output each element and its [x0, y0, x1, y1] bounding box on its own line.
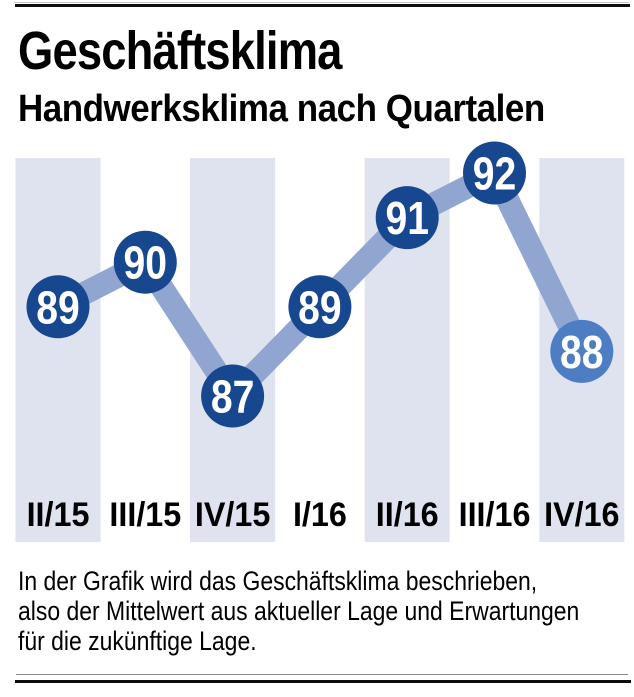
data-point-value: 90 — [124, 238, 167, 290]
x-axis-label: IV/15 — [195, 496, 270, 534]
data-point — [550, 319, 614, 383]
column-band — [15, 158, 101, 542]
top-rule — [15, 4, 630, 7]
data-point — [288, 275, 352, 339]
x-axis-label: IV/16 — [544, 496, 619, 534]
top-hairline-rule — [14, 2, 629, 3]
x-axis-label: III/16 — [459, 496, 531, 534]
x-axis-label: I/16 — [293, 496, 347, 534]
chart-description: In der Grafik wird das Geschäftsklima be… — [18, 566, 579, 656]
data-point — [463, 141, 526, 205]
data-point — [375, 186, 439, 250]
x-axis-label: II/16 — [376, 496, 439, 534]
chart-subtitle: Handwerksklima nach Quartalen — [18, 88, 545, 130]
data-point — [201, 364, 265, 428]
data-point — [113, 230, 177, 294]
description-line-3: für die zukünftige Lage. — [18, 626, 257, 656]
quarterly-line-chart: 89 90 87 89 91 92 88 II/15 III/15 IV/15 I/16 II/16 I… — [15, 141, 625, 542]
data-point-value: 89 — [36, 282, 79, 334]
data-point — [26, 275, 90, 339]
x-axis-label: II/15 — [27, 496, 90, 534]
data-point-value: 92 — [473, 149, 516, 201]
description-line-2: also der Mittelwert aus aktueller Lage u… — [18, 596, 580, 626]
data-point-value: 91 — [385, 193, 428, 245]
chart-title: Geschäftsklima — [18, 21, 342, 81]
x-axis-label: III/15 — [109, 496, 181, 534]
data-point-value: 89 — [298, 282, 341, 334]
bottom-hairline-rule — [16, 674, 628, 675]
bottom-rule — [15, 680, 631, 683]
description-line-1: In der Grafik wird das Geschäftsklima be… — [18, 566, 538, 596]
data-point-value: 87 — [211, 372, 254, 424]
data-point-value: 88 — [560, 327, 603, 379]
